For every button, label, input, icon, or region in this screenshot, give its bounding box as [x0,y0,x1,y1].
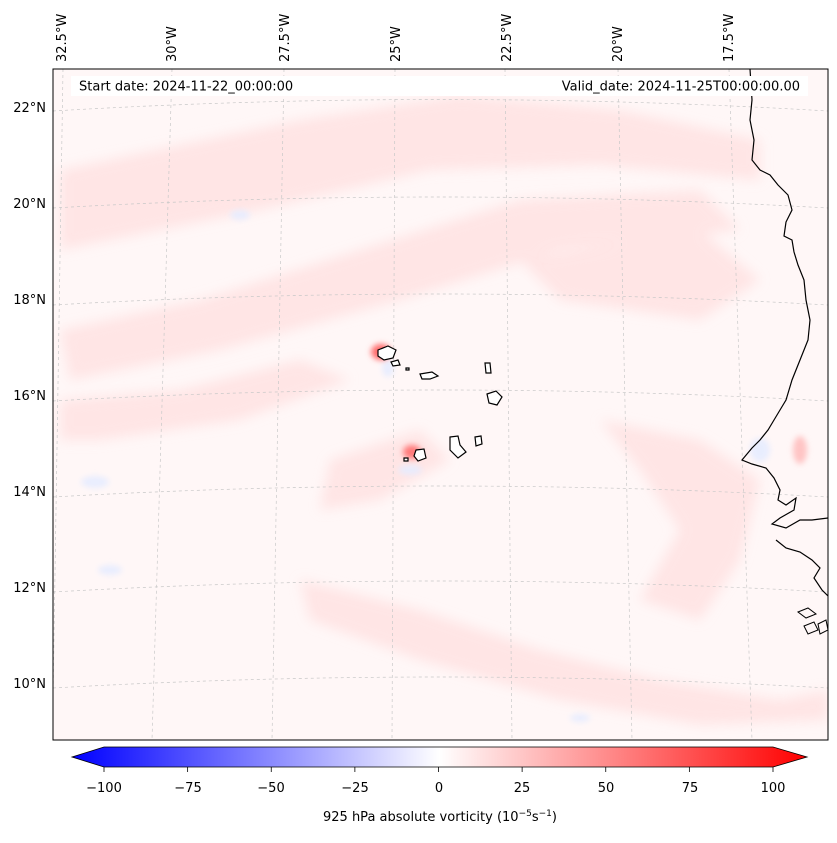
gridline-lon [391,69,396,740]
longitude-labels: 32.5°W 30°W 27.5°W 25°W 22.5°W 20°W 17.5… [55,14,737,62]
map-panel: Start date: 2024-11-22_00:00:00 Valid_da… [53,69,828,740]
lat-label: 14°N [13,485,46,500]
blue-patch [750,438,770,462]
lat-label: 18°N [13,293,46,308]
colorbar-tick-label: 75 [682,781,699,796]
colorbar-label-end: ) [552,810,557,825]
colorbar-tick-labels: −100 −75 −50 −25 0 25 50 75 100 [86,781,785,796]
start-date: Start date: 2024-11-22_00:00:00 [79,80,293,95]
gridlines [53,69,828,740]
colorbar-tick-label: −100 [86,781,122,796]
island-santiago [449,435,467,459]
vorticity-band-mid [60,190,740,380]
colorbar-body [70,746,809,768]
colorbar-label-exp2: −1 [539,809,552,819]
lat-label: 10°N [13,677,46,692]
lon-label: 32.5°W [55,14,70,62]
island-sao-nicolau [419,371,440,380]
bijagos-islands [796,607,828,635]
blue-patch [382,359,394,377]
island-brava [403,457,409,462]
colorbar-label-mid: s [532,810,539,825]
island-santa-luzia [405,367,410,371]
africa-coastline-south [775,539,828,597]
lon-label: 27.5°W [278,14,293,62]
lat-label: 22°N [13,101,46,116]
colorbar: −100 −75 −50 −25 0 25 50 75 100 925 hPa … [70,746,809,825]
colorbar-label-main: 925 hPa absolute vorticity (10 [323,810,519,825]
colorbar-label: 925 hPa absolute vorticity (10−5s−1) [323,809,557,825]
lon-label: 17.5°W [722,14,737,62]
colorbar-tick-label: −50 [257,781,284,796]
island-sao-vicente [390,359,401,367]
gridline-lat [53,99,828,112]
colorbar-tick-label: −75 [174,781,201,796]
date-banner [71,76,808,96]
lon-label: 20°W [611,26,626,62]
map-frame [52,68,829,741]
colorbar-label-exp1: −5 [519,809,532,819]
island-sal [484,362,492,374]
lon-label: 22.5°W [500,14,515,62]
vorticity-band-west [60,360,350,440]
island-maio [474,435,483,447]
colorbar-ticks [103,767,774,772]
island-boa-vista [486,390,503,406]
latitude-labels: 22°N 20°N 18°N 16°N 14°N 12°N 10°N [13,101,46,692]
colorbar-tick-label: −25 [341,781,368,796]
colorbar-tick-label: 0 [435,781,443,796]
gridline-lat [53,389,828,402]
lat-label: 20°N [13,197,46,212]
island-fogo [413,448,427,462]
blue-patch [98,565,122,575]
gridline-lat [53,485,828,498]
cape-verde-islands [377,345,503,462]
blue-patch [230,210,250,220]
africa-coastline [741,69,828,529]
valid-date: Valid_date: 2024-11-25T00:00:00.00 [562,80,800,95]
gridline-lat [53,580,828,593]
gridline-lon [617,69,633,740]
lon-label: 25°W [389,26,404,62]
blue-patch [398,465,422,475]
gridline-lon [271,69,285,740]
colorbar-tick-label: 50 [598,781,615,796]
vorticity-arc-south [300,580,828,725]
gridline-lat [53,293,828,306]
lon-label: 30°W [165,26,180,62]
blue-patch [81,476,109,488]
island-santo-antao [377,345,397,361]
red-maximum [793,436,807,464]
blue-patch [570,714,590,722]
colorbar-tick-label: 25 [514,781,531,796]
vorticity-band-coast [600,420,760,620]
gridline-lon [728,69,753,740]
vorticity-patch-east [520,230,760,320]
gridline-lon [151,69,173,740]
lat-label: 12°N [13,581,46,596]
colorbar-tick-label: 100 [761,781,786,796]
lat-label: 16°N [13,389,46,404]
gridline-lat [53,196,828,209]
gridline-lat [53,676,828,689]
vorticity-blue-patches [81,210,770,722]
gridline-lon [504,69,513,740]
